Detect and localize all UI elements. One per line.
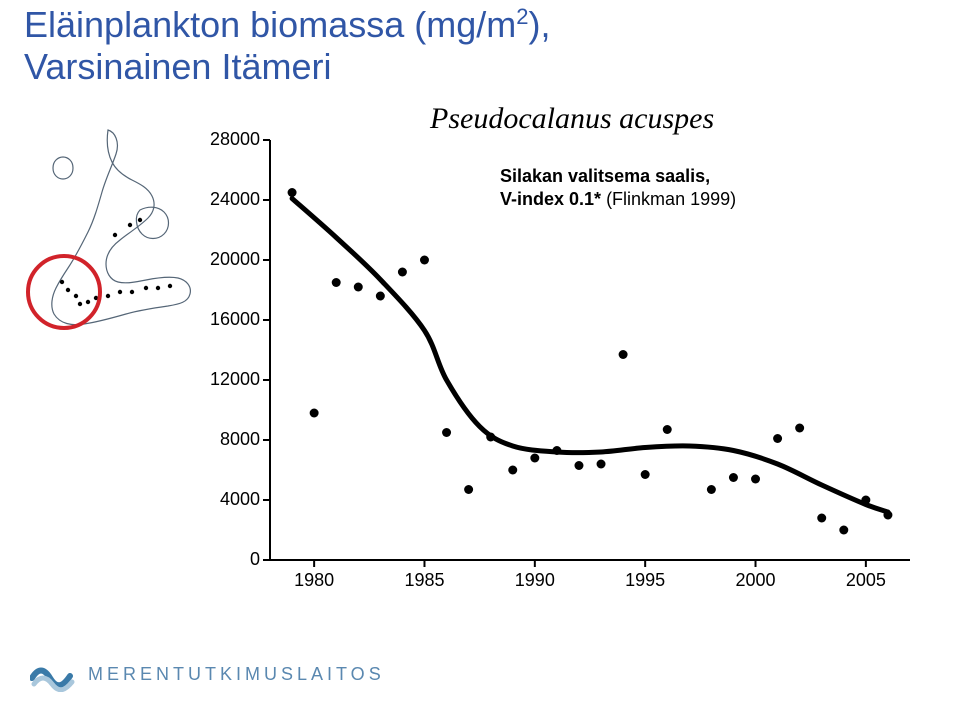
- data-point: [376, 292, 385, 301]
- trend-line: [292, 199, 888, 513]
- data-point: [751, 475, 760, 484]
- data-point: [442, 428, 451, 437]
- map-inset: [20, 120, 195, 340]
- y-tick-label: 4000: [200, 489, 260, 510]
- footer-org-name: MERENTUTKIMUSLAITOS: [88, 664, 385, 685]
- y-tick-label: 0: [200, 549, 260, 570]
- data-point: [398, 268, 407, 277]
- data-point: [883, 511, 892, 520]
- data-point: [619, 350, 628, 359]
- y-tick-label: 24000: [200, 189, 260, 210]
- x-tick-label: 1980: [294, 570, 334, 591]
- title-text-2: Varsinainen Itämeri: [24, 46, 331, 87]
- data-point: [641, 470, 650, 479]
- data-point: [486, 433, 495, 442]
- data-point: [597, 460, 606, 469]
- data-point: [310, 409, 319, 418]
- map-svg: [20, 120, 195, 340]
- data-point: [552, 446, 561, 455]
- data-point: [663, 425, 672, 434]
- data-point: [332, 278, 341, 287]
- x-tick-label: 1990: [515, 570, 555, 591]
- x-tick-label: 2005: [846, 570, 886, 591]
- y-tick-label: 28000: [200, 129, 260, 150]
- data-point: [354, 283, 363, 292]
- data-point: [839, 526, 848, 535]
- title-text-1: Eläinplankton biomassa (mg/m: [24, 4, 516, 45]
- wave-icon: [30, 656, 76, 692]
- y-tick-label: 8000: [200, 429, 260, 450]
- x-tick-label: 1985: [404, 570, 444, 591]
- y-tick-label: 16000: [200, 309, 260, 330]
- data-point: [707, 485, 716, 494]
- data-point: [288, 188, 297, 197]
- page-title-line2: Varsinainen Itämeri: [24, 46, 331, 88]
- data-point: [861, 496, 870, 505]
- data-point: [508, 466, 517, 475]
- y-tick-label: 20000: [200, 249, 260, 270]
- footer-logo: MERENTUTKIMUSLAITOS: [30, 656, 385, 692]
- data-point: [574, 461, 583, 470]
- data-point: [817, 514, 826, 523]
- x-tick-label: 1995: [625, 570, 665, 591]
- chart-svg: [200, 100, 920, 600]
- title-tail: ),: [528, 4, 550, 45]
- data-point: [729, 473, 738, 482]
- page-title-line1: Eläinplankton biomassa (mg/m2),: [24, 4, 550, 46]
- data-point: [530, 454, 539, 463]
- chart-area: 0 4000 8000 12000 16000 20000 24000 28000 1980 1…: [200, 100, 920, 600]
- data-point: [795, 424, 804, 433]
- title-sup: 2: [516, 4, 528, 29]
- data-point: [773, 434, 782, 443]
- y-tick-label: 12000: [200, 369, 260, 390]
- x-tick-label: 2000: [735, 570, 775, 591]
- data-point: [464, 485, 473, 494]
- data-point: [420, 256, 429, 265]
